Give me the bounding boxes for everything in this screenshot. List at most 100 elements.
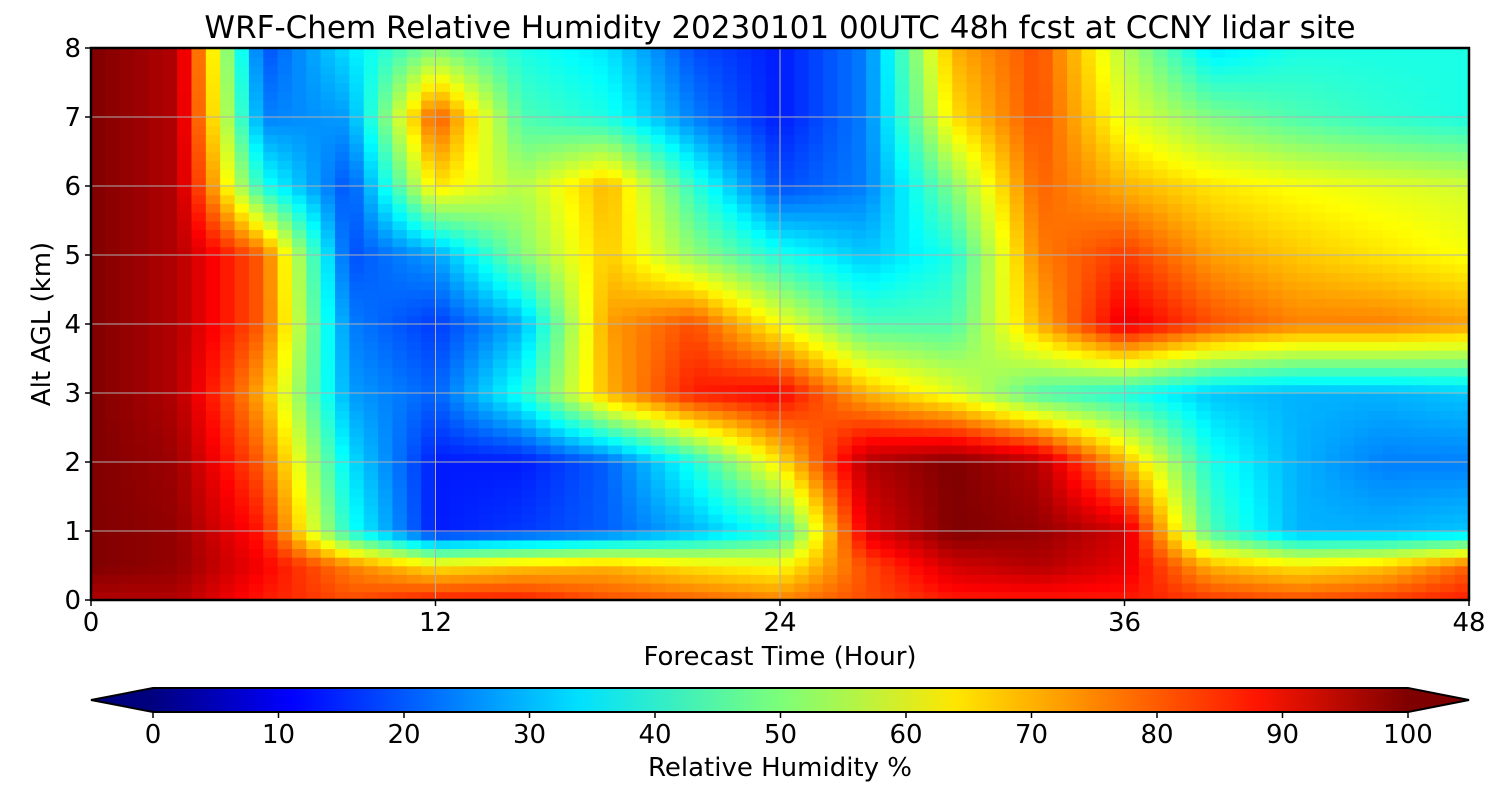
heatmap-cell (937, 255, 954, 265)
heatmap-cell (636, 341, 652, 351)
heatmap-cell (162, 384, 178, 394)
heatmap-cell (349, 453, 365, 463)
heatmap-cell (550, 358, 566, 368)
heatmap-cell (306, 470, 322, 481)
heatmap-cell (794, 462, 810, 472)
heatmap-cell (966, 531, 982, 541)
heatmap-cell (1196, 513, 1212, 524)
heatmap-cell (1382, 513, 1399, 524)
heatmap-cell (1440, 427, 1456, 437)
heatmap-cell (1239, 582, 1255, 593)
heatmap-cell (593, 436, 609, 446)
heatmap-cell (1239, 220, 1255, 230)
heatmap-cell (1024, 220, 1040, 230)
heatmap-cell (1138, 444, 1154, 455)
heatmap-cell (363, 375, 379, 386)
heatmap-cell (1110, 522, 1126, 532)
heatmap-cell (607, 263, 623, 274)
heatmap-cell (1067, 487, 1083, 498)
heatmap-cell (894, 384, 910, 394)
heatmap-cell (550, 531, 566, 541)
heatmap-cell (464, 479, 480, 489)
heatmap-cell (105, 229, 121, 239)
heatmap-cell (1354, 237, 1370, 248)
heatmap-cell (1095, 384, 1111, 394)
heatmap-cell (837, 272, 853, 282)
heatmap-cell (1397, 470, 1413, 481)
heatmap-cell (105, 453, 121, 463)
heatmap-cell (277, 289, 293, 299)
heatmap-cell (823, 505, 839, 515)
heatmap-cell (1124, 280, 1140, 291)
heatmap-cell (205, 211, 221, 222)
heatmap-cell (1009, 375, 1025, 386)
heatmap-cell (1296, 324, 1312, 334)
heatmap-cell (937, 591, 954, 600)
heatmap-cell (148, 298, 164, 308)
heatmap-cell (1024, 177, 1040, 187)
heatmap-cell (521, 479, 537, 489)
heatmap-cell (880, 168, 896, 179)
heatmap-cell (1411, 393, 1427, 403)
heatmap-cell (134, 531, 150, 541)
heatmap-cell (406, 151, 422, 161)
heatmap-cell (421, 539, 437, 550)
heatmap-cell (1009, 298, 1025, 308)
heatmap-cell (306, 531, 322, 541)
heatmap-cell (535, 358, 552, 368)
heatmap-cell (478, 539, 494, 550)
heatmap-cell (866, 479, 882, 489)
heatmap-cell (622, 220, 638, 230)
heatmap-cell (693, 375, 710, 386)
heatmap-cell (1081, 375, 1097, 386)
heatmap-cell (550, 574, 566, 584)
heatmap-cell (320, 565, 336, 575)
heatmap-cell (1153, 427, 1169, 437)
heatmap-cell (248, 453, 265, 463)
heatmap-cell (306, 160, 322, 170)
heatmap-cell (952, 505, 968, 515)
heatmap-cell (679, 436, 695, 446)
heatmap-cell (1382, 531, 1399, 541)
heatmap-cell (1038, 367, 1054, 377)
heatmap-cell (751, 358, 767, 368)
heatmap-cell (535, 418, 552, 429)
heatmap-cell (177, 496, 193, 506)
heatmap-cell (1397, 349, 1413, 360)
heatmap-cell (665, 531, 681, 541)
heatmap-cell (765, 436, 781, 446)
heatmap-cell (148, 186, 164, 196)
heatmap-cell (507, 505, 523, 515)
heatmap-cell (923, 565, 939, 575)
heatmap-cell (1253, 513, 1269, 524)
heatmap-cell (177, 479, 193, 489)
heatmap-cell (837, 591, 853, 600)
heatmap-cell (880, 505, 896, 515)
heatmap-cell (478, 375, 494, 386)
heatmap-cell (1397, 315, 1413, 325)
heatmap-cell (579, 505, 595, 515)
heatmap-cell (564, 246, 580, 256)
heatmap-cell (794, 384, 810, 394)
heatmap-cell (263, 548, 279, 558)
heatmap-cell (435, 444, 451, 455)
heatmap-cell (335, 168, 351, 179)
heatmap-cell (234, 272, 250, 282)
heatmap-cell (564, 289, 580, 299)
heatmap-cell (1153, 565, 1169, 575)
heatmap-cell (1454, 470, 1469, 481)
heatmap-cell (1239, 522, 1255, 532)
heatmap-cell (1153, 444, 1169, 455)
heatmap-cell (1397, 168, 1413, 179)
heatmap-cell (980, 160, 997, 170)
heatmap-cell (693, 393, 710, 403)
heatmap-cell (579, 496, 595, 506)
heatmap-cell (837, 306, 853, 317)
heatmap-cell (1397, 255, 1413, 265)
heatmap-cell (1110, 332, 1126, 343)
heatmap-cell (492, 186, 509, 196)
heatmap-cell (722, 513, 738, 524)
heatmap-cell (736, 220, 753, 230)
heatmap-cell (1239, 160, 1255, 170)
heatmap-cell (1397, 531, 1413, 541)
